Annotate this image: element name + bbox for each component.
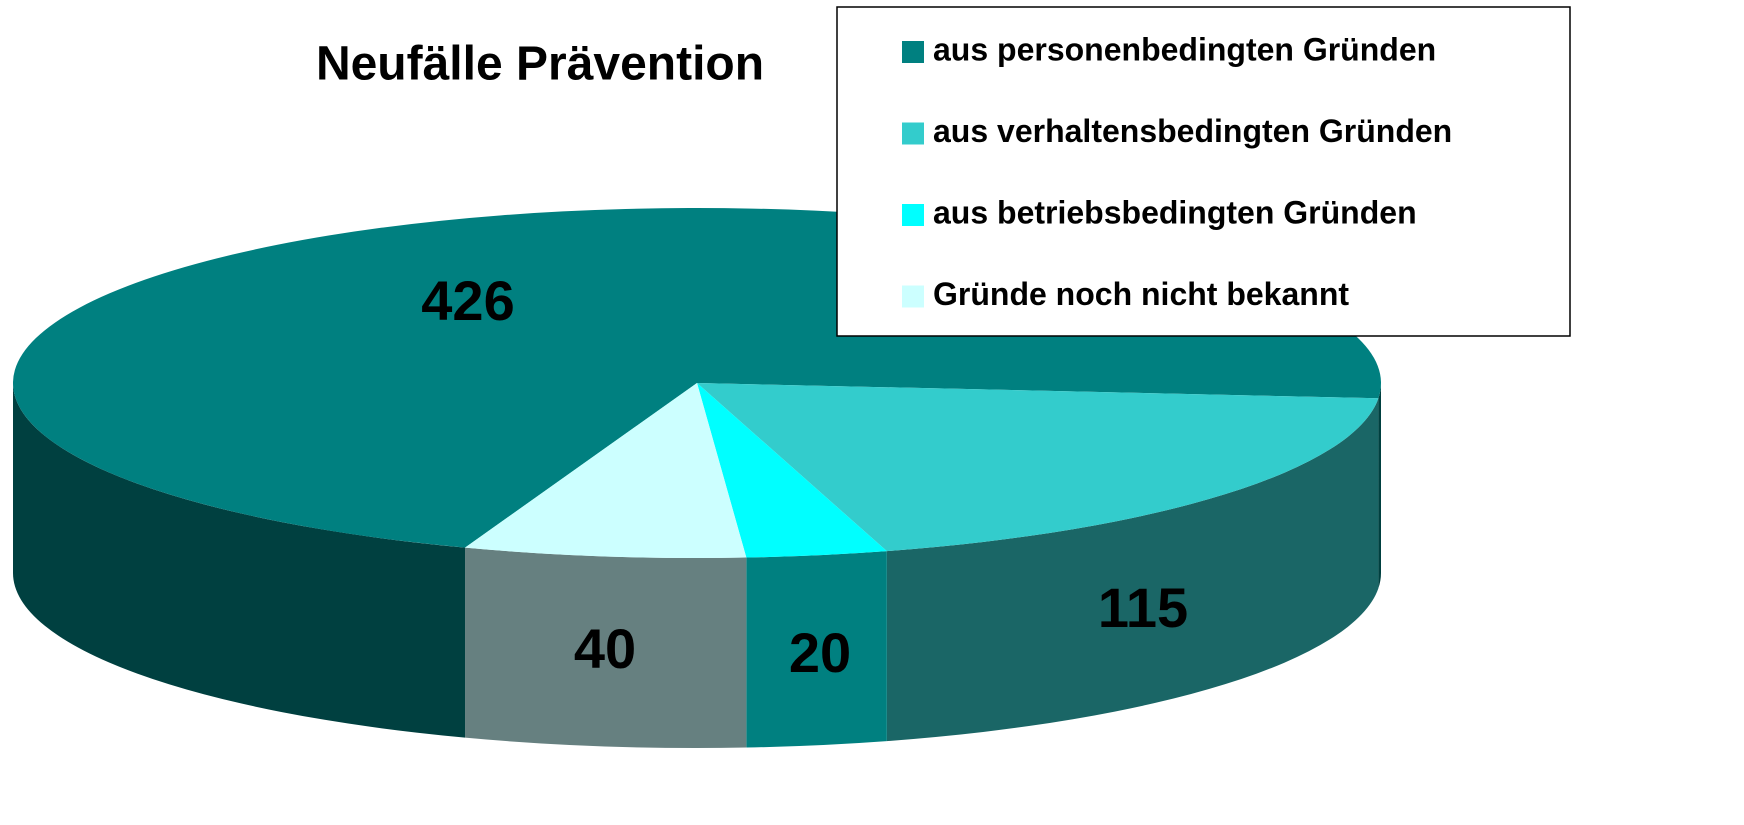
legend-label: Gründe noch nicht bekannt bbox=[933, 276, 1349, 312]
legend-swatch bbox=[902, 285, 924, 308]
pie-side bbox=[886, 398, 1379, 742]
legend-swatch bbox=[902, 204, 924, 226]
pie-side bbox=[12, 383, 466, 738]
legend-swatch bbox=[902, 41, 924, 63]
legend-label: aus verhaltensbedingten Gründen bbox=[933, 113, 1452, 149]
legend-box bbox=[836, 6, 1571, 337]
pie-side bbox=[746, 551, 887, 748]
data-label: 115 bbox=[1098, 576, 1188, 639]
pie-slice bbox=[465, 383, 747, 558]
pie-slice bbox=[697, 383, 887, 558]
pie-side bbox=[465, 547, 747, 748]
data-label: 426 bbox=[421, 269, 514, 332]
chart-title: Neufälle Prävention bbox=[316, 38, 764, 91]
data-label: 40 bbox=[574, 617, 636, 680]
legend-label: aus betriebsbedingten Gründen bbox=[933, 194, 1417, 230]
data-label: 20 bbox=[789, 621, 851, 684]
legend-label: aus personenbedingten Gründen bbox=[933, 31, 1436, 67]
legend-swatch bbox=[902, 122, 924, 145]
pie-side bbox=[1378, 383, 1381, 589]
pie-slice bbox=[697, 383, 1379, 552]
